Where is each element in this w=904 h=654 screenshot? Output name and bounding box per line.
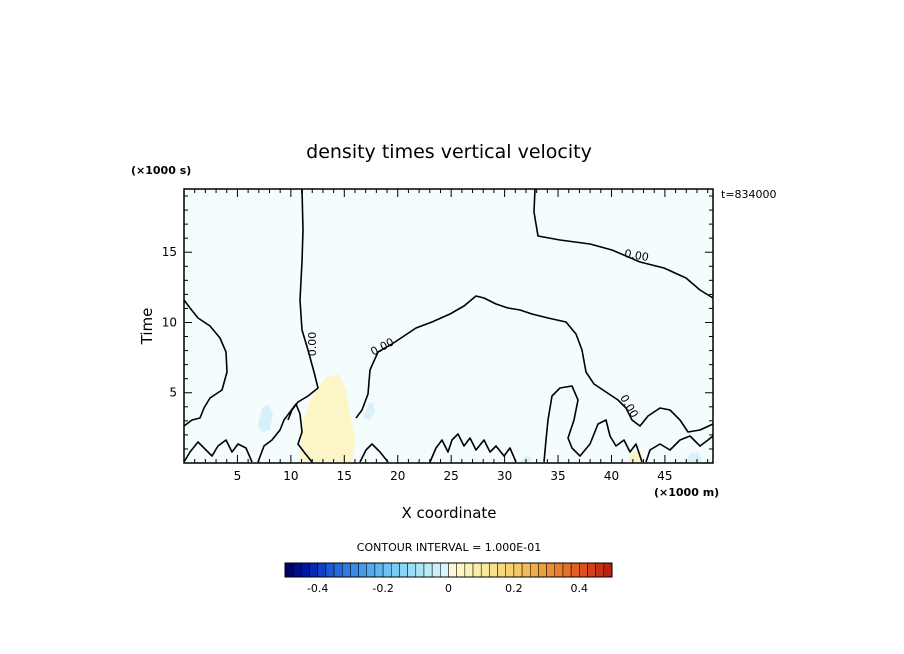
contour-left-band — [287, 188, 319, 421]
colorbar-cell — [587, 562, 596, 578]
contour-interval-label: CONTOUR INTERVAL = 1.000E-01 — [357, 541, 541, 554]
colorbar-cell — [546, 562, 556, 578]
negative-patch — [686, 452, 702, 462]
positive-patches — [300, 374, 644, 462]
colorbar-cell — [341, 562, 351, 578]
colorbar-cell — [350, 562, 359, 578]
colorbar-cell — [538, 562, 547, 578]
plot-area: 0.00 0.00 0.00 0.00 — [183, 188, 714, 464]
colorbar-cell — [301, 562, 310, 578]
colorbar-cell — [325, 562, 335, 578]
time-stamp: t=834000 — [721, 188, 777, 201]
colorbar-cell — [489, 562, 498, 578]
contour-label: 0.00 — [306, 332, 319, 357]
colorbar-tick-label: 0.2 — [505, 582, 523, 595]
colorbar-cell — [505, 562, 515, 578]
colorbar-tick-label: 0 — [445, 582, 452, 595]
x-tick-label: 5 — [234, 469, 242, 483]
colorbar-tick-label: -0.2 — [372, 582, 393, 595]
colorbar-cell — [399, 562, 408, 578]
colorbar-cell — [431, 562, 441, 578]
colorbar-cell — [284, 562, 294, 578]
colorbar-cell — [579, 562, 588, 578]
colorbar-cell — [391, 562, 400, 578]
colorbar-cell — [358, 562, 368, 578]
x-tick-label: 45 — [657, 469, 672, 483]
colorbar-cell — [366, 562, 376, 578]
colorbar-cell — [472, 562, 482, 578]
colorbar-cell — [382, 562, 392, 578]
colorbar-tick-label: -0.4 — [307, 582, 328, 595]
negative-patch — [258, 404, 273, 432]
colorbar-cell — [464, 562, 474, 578]
y-tick-label: 5 — [169, 386, 177, 400]
x-tick-label: 10 — [283, 469, 298, 483]
axis-ticks — [184, 189, 713, 463]
colorbar-cell — [423, 562, 433, 578]
colorbar-cell — [595, 562, 605, 578]
colorbar-cell — [497, 562, 506, 578]
negative-patch — [364, 402, 375, 420]
colorbar-cell — [456, 562, 466, 578]
colorbar-cell — [554, 562, 564, 578]
positive-patch — [306, 414, 340, 462]
colorbar-cell — [292, 562, 302, 578]
colorbar-cell — [480, 562, 490, 578]
contour-label: 0.00 — [623, 247, 649, 264]
colorbar-cell — [415, 562, 425, 578]
colorbar-cell — [521, 562, 531, 578]
positive-patch — [628, 450, 644, 462]
colorbar-cell — [570, 562, 580, 578]
colorbar-cell — [513, 562, 523, 578]
y-tick-label: 15 — [162, 245, 177, 259]
x-tick-label: 30 — [497, 469, 512, 483]
chart-title: density times vertical velocity — [306, 141, 592, 163]
colorbar-tick-label: 0.4 — [571, 582, 589, 595]
colorbar — [284, 562, 613, 578]
contour-left-bump — [183, 299, 228, 427]
colorbar-tick-labels: -0.4 -0.2 0 0.2 0.4 — [307, 582, 588, 595]
contour-bottom-clusters — [183, 385, 714, 463]
y-units-label: (×1000 s) — [131, 164, 191, 177]
x-tick-label: 25 — [444, 469, 459, 483]
colorbar-cell — [562, 562, 572, 578]
colorbar-cell — [374, 562, 384, 578]
plot-frame — [183, 188, 714, 464]
colorbar-frame — [284, 562, 613, 578]
zero-contours — [183, 188, 714, 463]
x-tick-label: 15 — [337, 469, 352, 483]
x-units-label: (×1000 m) — [654, 486, 719, 499]
contour-middle-dome — [355, 295, 714, 433]
y-axis-label: Time — [138, 308, 156, 346]
colorbar-cell — [407, 562, 417, 578]
y-tick-labels: 5 10 15 — [162, 245, 177, 400]
colorbar-cell — [317, 562, 327, 578]
colorbar-cell — [603, 562, 613, 578]
x-axis-label: X coordinate — [401, 504, 496, 522]
colorbar-cell — [448, 562, 457, 578]
colorbar-cell — [440, 562, 449, 578]
x-tick-label: 35 — [550, 469, 565, 483]
x-tick-labels: 5 10 15 20 25 30 35 40 45 — [234, 469, 673, 483]
colorbar-cell — [309, 562, 318, 578]
x-tick-label: 40 — [604, 469, 619, 483]
colorbar-cell — [530, 562, 539, 578]
contour-right-top — [533, 188, 714, 299]
x-tick-label: 20 — [390, 469, 405, 483]
colorbar-cell — [333, 562, 343, 578]
y-tick-label: 10 — [162, 315, 177, 329]
